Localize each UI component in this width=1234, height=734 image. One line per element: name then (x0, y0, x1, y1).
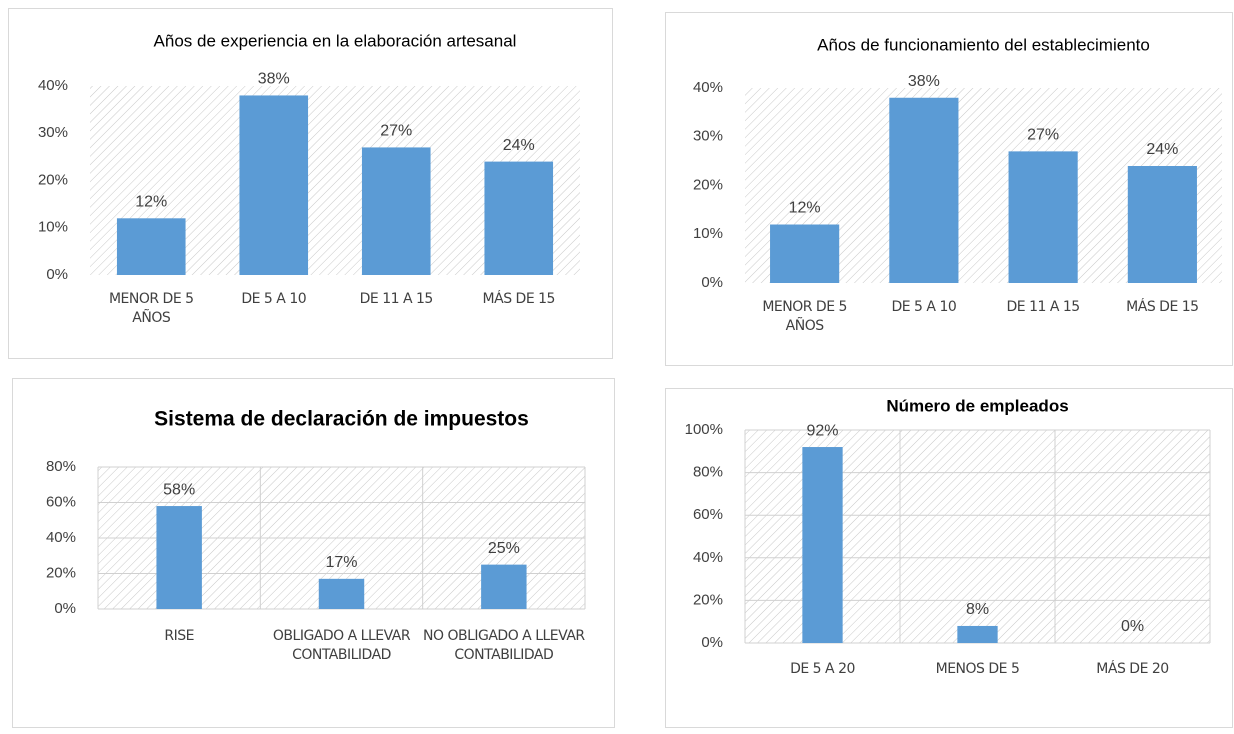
y-tick-label: 10% (38, 219, 68, 236)
y-tick-label: 60% (46, 493, 76, 510)
bar (770, 224, 840, 283)
bar (156, 506, 202, 609)
x-tick-label-box: DE 5 A 10 (241, 291, 307, 307)
y-tick-label: 10% (693, 225, 723, 242)
y-tick-label: 80% (46, 458, 76, 475)
x-tick-label: DE 5 A 10 (891, 299, 957, 315)
data-label: 27% (380, 123, 412, 140)
data-label: 8% (966, 601, 989, 618)
data-label: 17% (325, 554, 357, 571)
x-tick-label: RISE (164, 628, 194, 644)
x-tick-label-box: MÁS DE 15 (482, 291, 556, 307)
y-tick-label: 20% (693, 176, 723, 193)
x-tick-label-box: MÁS DE 15 (1126, 299, 1199, 315)
x-tick-label: MENOR DE 5 AÑOS (762, 299, 847, 334)
data-label: 27% (1027, 127, 1059, 144)
x-tick-label-box: OBLIGADO A LLEVAR CONTABILIDAD (272, 628, 411, 663)
x-tick-label: DE 5 A 20 (790, 661, 855, 677)
data-label: 38% (908, 73, 940, 90)
data-label: 0% (1121, 618, 1144, 635)
data-label: 38% (258, 71, 290, 88)
y-tick-label: 0% (54, 600, 76, 617)
bar (889, 97, 959, 283)
chart: Sistema de declaración de impuestos 0% 20%… (12, 378, 615, 728)
chart: Años de experiencia en la elaboración ar… (8, 8, 613, 359)
y-tick-label: 40% (693, 79, 723, 96)
x-tick-label: MENOR DE 5 AÑOS (108, 291, 194, 326)
y-tick-label: 0% (701, 274, 723, 291)
y-tick-label: 0% (701, 634, 723, 651)
data-label: 12% (789, 200, 821, 217)
data-label: 58% (163, 481, 195, 498)
x-tick-label: DE 11 A 15 (1006, 299, 1081, 315)
bar (361, 147, 431, 275)
bar (957, 625, 998, 643)
bar (116, 218, 186, 275)
chart-title: Sistema de declaración de impuestos (154, 408, 529, 431)
bar (1008, 151, 1078, 283)
chart-title: Número de empleados (886, 396, 1068, 415)
x-tick-label: DE 11 A 15 (359, 291, 434, 307)
bar (318, 578, 365, 609)
bar (481, 564, 527, 609)
x-tick-label: MÁS DE 20 (1096, 661, 1169, 677)
y-tick-label: 80% (693, 464, 723, 481)
y-tick-label: 20% (46, 564, 76, 581)
y-tick-label: 30% (38, 124, 68, 141)
x-tick-label-box: MENOS DE 5 (935, 661, 1020, 677)
y-tick-label: 30% (693, 128, 723, 145)
x-tick-label: OBLIGADO A LLEVAR CONTABILIDAD (272, 628, 411, 663)
bar (239, 95, 309, 275)
x-tick-label-box: DE 11 A 15 (359, 291, 434, 307)
x-tick-label-box: DE 5 A 10 (891, 299, 957, 315)
data-label: 92% (806, 422, 838, 439)
x-tick-label: NO OBLIGADO A LLEVAR CONTABILIDAD (423, 628, 585, 663)
y-tick-label: 60% (693, 506, 723, 523)
y-tick-label: 40% (46, 529, 76, 546)
chart-title: Años de experiencia en la elaboración ar… (154, 31, 517, 50)
y-tick-label: 40% (38, 77, 68, 94)
chart: Años de funcionamiento del establecimien… (665, 12, 1233, 366)
x-tick-label: MÁS DE 15 (482, 291, 556, 307)
x-tick-label: MENOS DE 5 (935, 661, 1020, 677)
chart-title: Años de funcionamiento del establecimien… (817, 35, 1150, 54)
data-label: 24% (503, 137, 535, 154)
y-tick-label: 0% (46, 266, 68, 283)
x-tick-label-box: MENOR DE 5 AÑOS (108, 291, 194, 326)
x-tick-label-box: DE 11 A 15 (1006, 299, 1081, 315)
data-label: 25% (488, 540, 520, 557)
x-tick-label: MÁS DE 15 (1126, 299, 1199, 315)
x-tick-label-box: NO OBLIGADO A LLEVAR CONTABILIDAD (423, 628, 585, 663)
x-tick-label-box: MÁS DE 20 (1096, 661, 1169, 677)
bar (484, 161, 554, 275)
data-label: 24% (1146, 141, 1178, 158)
y-tick-label: 40% (693, 549, 723, 566)
x-tick-label-box: DE 5 A 20 (790, 661, 855, 677)
x-tick-label-box: MENOR DE 5 AÑOS (762, 299, 847, 334)
chart: Número de empleados 0% 20% 40% 60% 80% 100% 92%… (665, 388, 1233, 728)
y-tick-label: 20% (38, 171, 68, 188)
x-tick-label-box: RISE (164, 628, 194, 644)
bar (802, 447, 843, 643)
x-tick-label: DE 5 A 10 (241, 291, 307, 307)
y-tick-label: 100% (685, 421, 723, 438)
y-tick-label: 20% (693, 591, 723, 608)
data-label: 12% (135, 194, 167, 211)
bar (1127, 166, 1197, 283)
